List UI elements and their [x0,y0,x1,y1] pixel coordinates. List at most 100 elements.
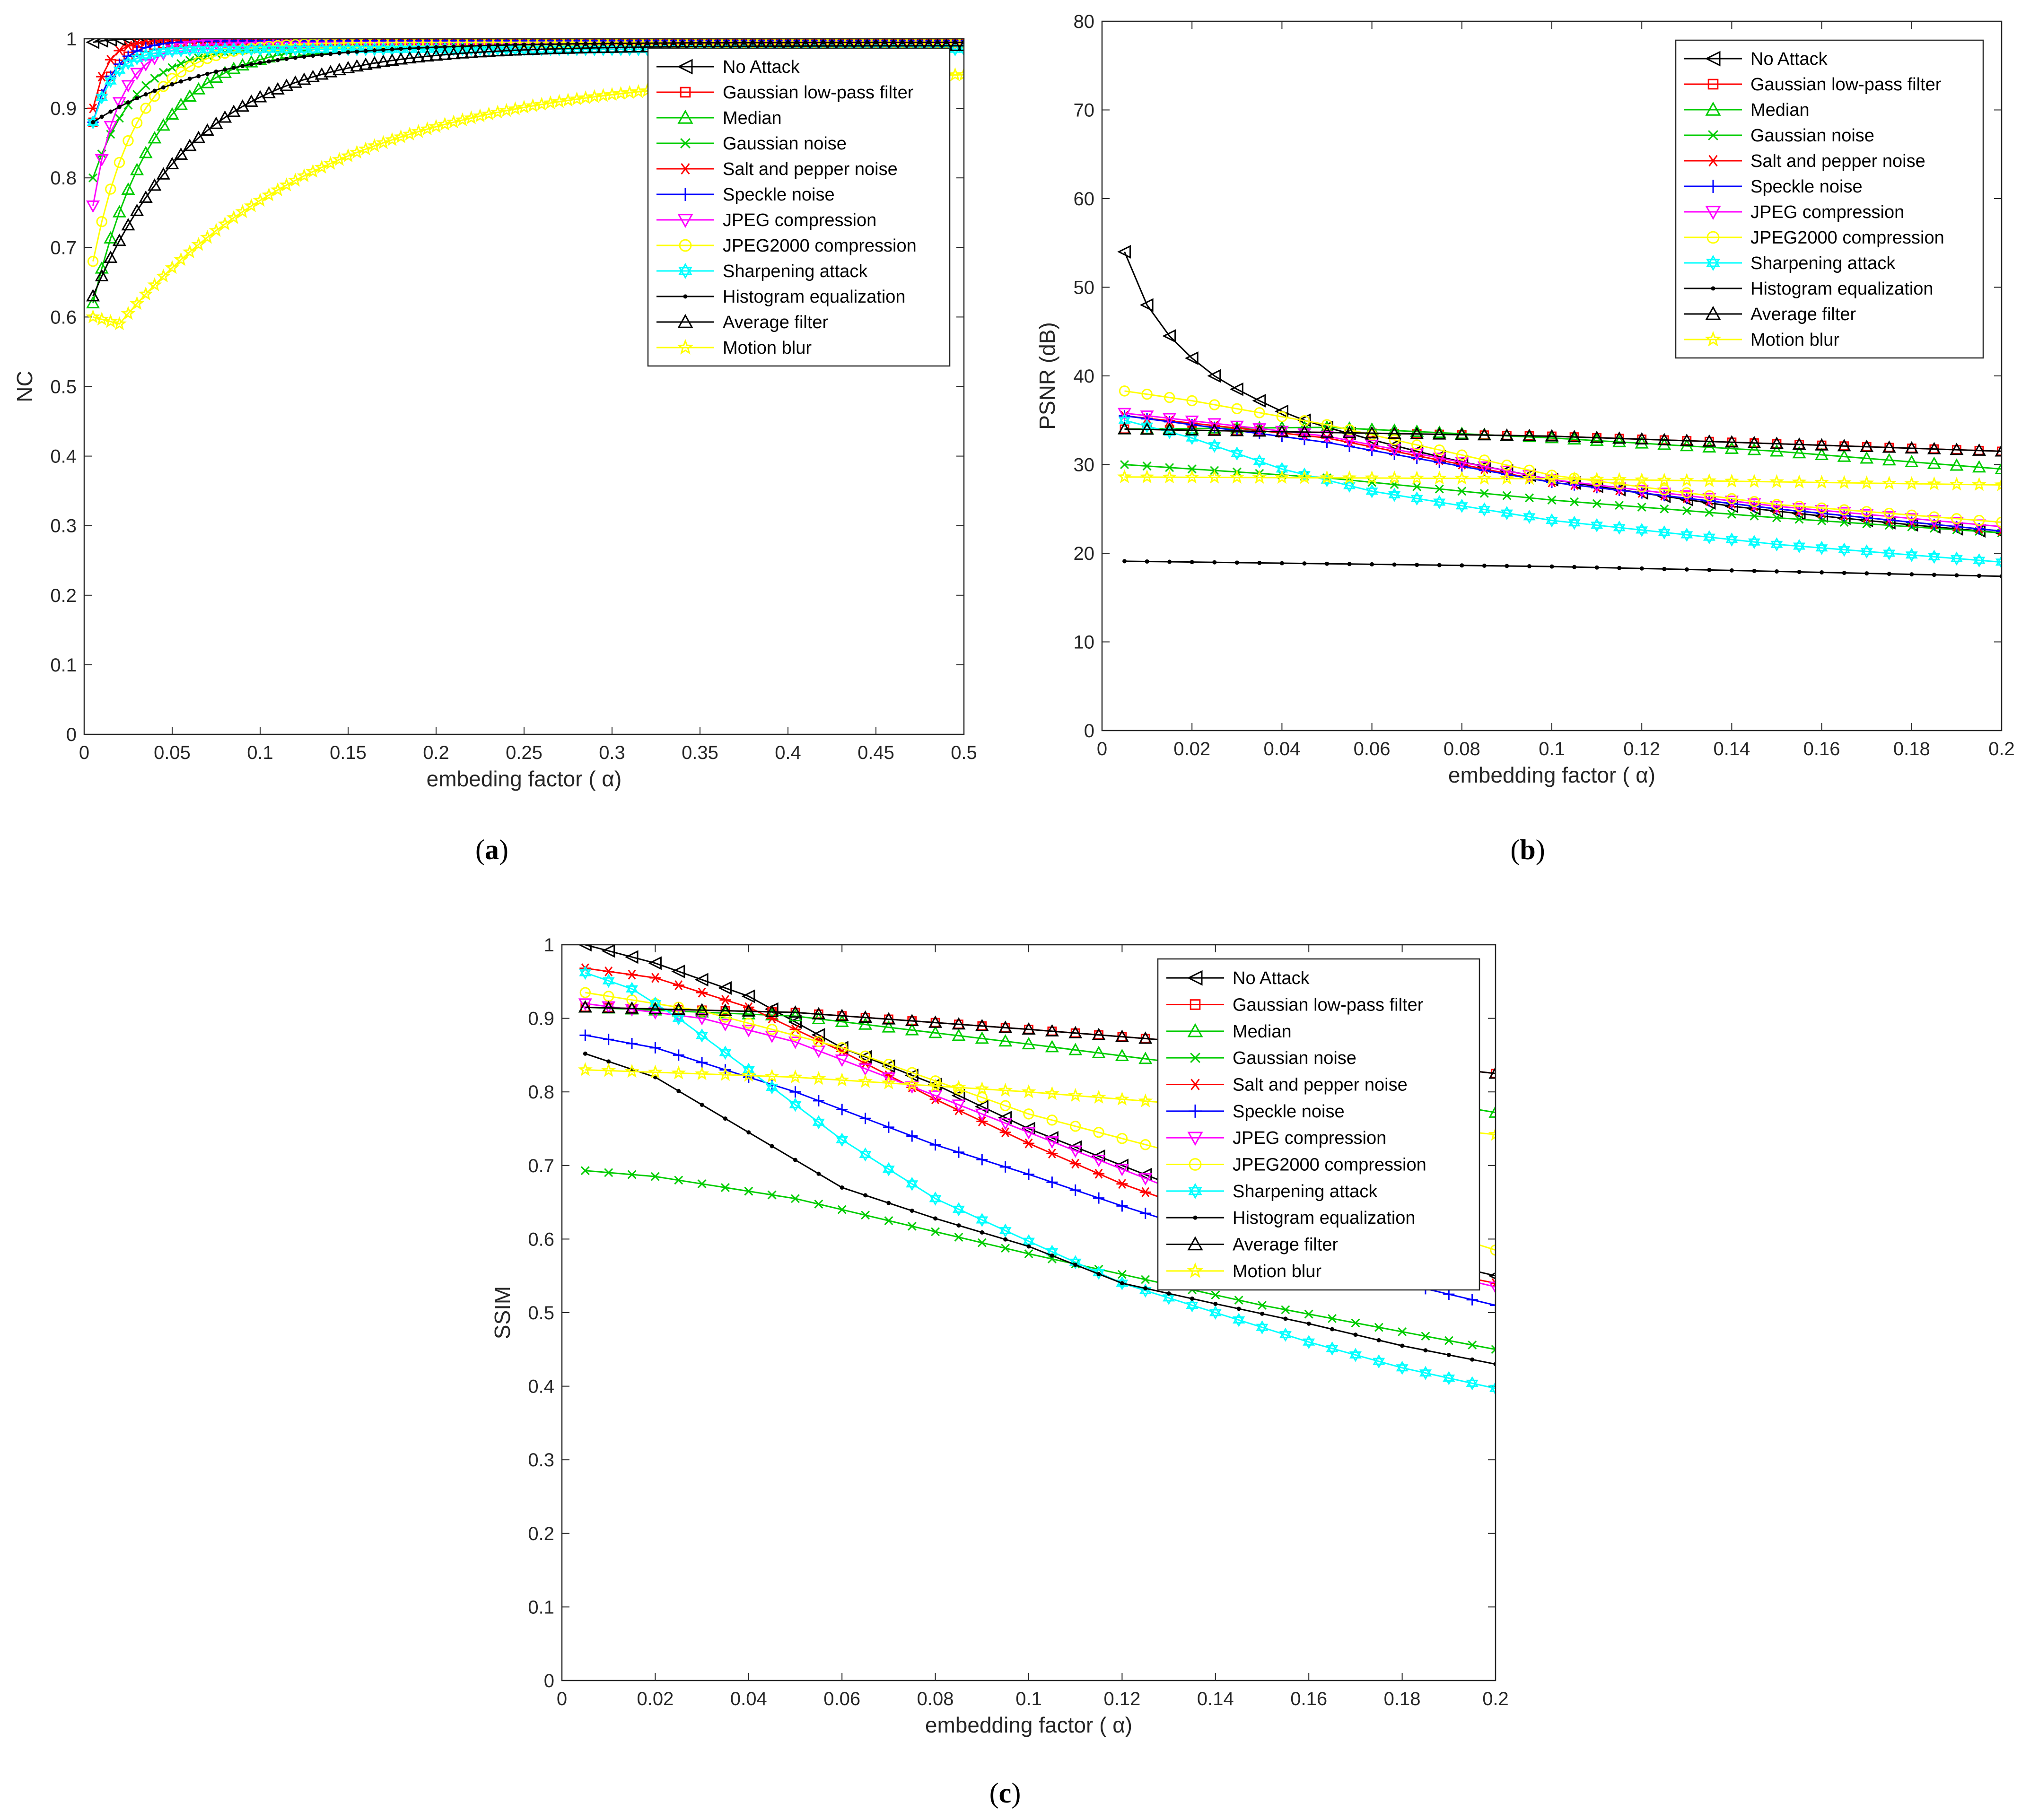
data-point-histogram-equalization [399,46,403,51]
data-point-average-filter [517,43,531,55]
y-tick-label-a: 0.8 [50,168,77,189]
data-point-median [1882,453,1896,466]
data-point-average-filter [835,1009,849,1021]
data-point-sharpening-attack [1443,1371,1455,1385]
data-point-average-filter [1815,438,1829,451]
legend-marker-sharpening-attack [1188,1183,1202,1199]
series-line-gaussian-noise [1124,464,2002,534]
data-point-histogram-equalization [700,1102,704,1107]
data-point-average-filter [464,45,478,58]
data-point-salt-and-pepper-noise [131,39,143,48]
data-point-salt-and-pepper-noise [649,973,661,983]
data-point-average-filter [622,40,637,53]
data-point-median [788,1009,803,1022]
data-point-gaussian-noise [1141,1275,1150,1284]
legend-marker-histogram-equalization [683,294,688,299]
x-tick-label-c: 0.16 [1290,1689,1327,1709]
legend-entry-gaussian-low-pass-filter: Gaussian low-pass filter [1233,995,1424,1015]
data-point-median [882,1020,896,1033]
x-tick-label-c: 0.04 [730,1689,767,1709]
data-point-average-filter [1769,436,1784,449]
data-point-jpeg2000-compression [1119,385,1130,397]
data-point-histogram-equalization [1376,1338,1381,1342]
data-point-motion-blur [1342,470,1357,484]
data-point-motion-blur [1114,1091,1129,1106]
data-point-gaussian-noise [1444,1336,1453,1345]
x-tick-label-a: 0 [79,742,89,763]
series-line-sharpening-attack [585,972,1496,1389]
legend-marker-speckle-noise [1189,1104,1202,1118]
legend-marker-gaussian-low-pass-filter [680,87,691,98]
data-point-motion-blur [764,1069,779,1083]
data-point-sharpening-attack [289,42,302,57]
data-point-motion-blur [998,1082,1013,1097]
data-point-sharpening-attack [113,63,126,78]
data-point-histogram-equalization [1260,1311,1264,1316]
data-point-histogram-equalization [319,52,324,57]
data-point-jpeg2000-compression [743,1018,754,1029]
data-point-speckle-noise [789,1086,801,1098]
data-point-gaussian-noise [1351,1318,1360,1328]
legend-entry-gaussian-noise: Gaussian noise [1750,126,1874,146]
data-point-histogram-equalization [372,48,377,53]
data-point-average-filter [148,178,162,191]
data-point-average-filter [695,1003,709,1016]
data-point-average-filter [1115,1029,1129,1042]
x-tick-label-a: 0.25 [506,742,542,763]
x-tick-label-c: 0.08 [917,1689,954,1709]
data-point-motion-blur [262,187,277,201]
data-point-jpeg-compression [998,1118,1013,1131]
data-point-salt-and-pepper-noise [1023,1138,1034,1149]
data-point-average-filter [1138,1031,1153,1044]
legend-marker-speckle-noise [679,188,692,201]
x-tick-label-a: 0.45 [858,742,894,763]
data-point-jpeg-compression [307,39,319,50]
legend-entry-gaussian-noise: Gaussian noise [723,134,847,154]
data-point-histogram-equalization [1684,567,1689,572]
axes-box-c [561,944,1496,1681]
data-point-histogram-equalization [1122,559,1127,564]
data-point-speckle-noise [649,1042,661,1054]
data-point-sharpening-attack [1591,518,1603,532]
data-point-gaussian-noise [176,59,186,68]
data-point-jpeg-compression [578,998,592,1011]
data-point-jpeg2000-compression [1389,434,1400,445]
data-point-motion-blur [974,1081,989,1096]
legend-entry-jpeg2000-compression: JPEG2000 compression [1750,228,1944,248]
data-point-average-filter [499,44,514,56]
data-point-salt-and-pepper-noise [1046,1149,1058,1159]
data-point-jpeg2000-compression [1070,1121,1081,1132]
data-point-jpeg2000-compression [158,81,169,92]
data-point-sharpening-attack [1860,544,1873,559]
data-point-sharpening-attack [306,42,319,57]
x-axis-label-a: embeding factor ( α) [427,766,622,791]
data-point-motion-blur [1091,1089,1106,1104]
data-point-average-filter [1567,430,1582,443]
data-point-average-filter [1068,1026,1083,1038]
y-tick-label-b: 70 [1074,100,1095,121]
y-axis-label-c: SSIM [490,1286,515,1339]
data-point-jpeg2000-compression [1681,487,1693,498]
data-point-sharpening-attack [394,42,407,57]
data-point-motion-blur [1184,470,1199,484]
data-point-motion-blur [464,110,479,124]
y-tick-label-c: 0.5 [528,1303,554,1324]
data-point-median [1927,456,1941,469]
data-point-average-filter [1477,428,1491,441]
data-point-average-filter [86,289,100,302]
data-point-speckle-noise [603,1034,614,1045]
data-point-histogram-equalization [1143,1286,1148,1291]
data-point-gaussian-noise [1794,514,1804,524]
data-point-gaussian-noise [627,1170,637,1179]
data-point-histogram-equalization [1096,1271,1101,1276]
data-point-sharpening-attack [1419,1366,1432,1380]
data-point-average-filter [315,67,329,80]
data-point-jpeg-compression [788,1036,803,1049]
data-point-histogram-equalization [1026,1244,1031,1249]
legend-entry-speckle-noise: Speckle noise [723,185,835,205]
data-point-motion-blur [112,316,127,331]
chart-c: 0 0.02 0.04 0.06 0.08 0.1 0.12 0.14 0.16 0.18 0.2 0… [490,935,1509,1809]
data-point-sharpening-attack [859,1147,872,1162]
data-point-average-filter [306,70,320,82]
data-point-average-filter [1927,442,1941,454]
